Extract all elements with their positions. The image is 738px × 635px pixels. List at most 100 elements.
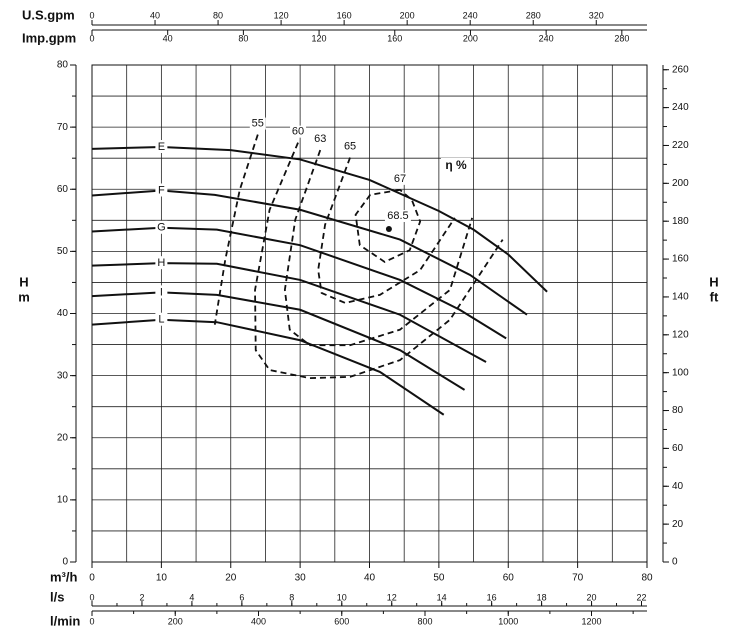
extra-tick-label: 280 xyxy=(526,10,541,20)
x-tick-label: 30 xyxy=(295,573,307,584)
y2-tick-label: 100 xyxy=(672,367,689,378)
curve-label-bg xyxy=(155,183,168,197)
y-tick-label: 20 xyxy=(57,432,69,443)
extra-tick-label: 1000 xyxy=(498,616,518,626)
extra-tick-label: 16 xyxy=(487,592,497,602)
extra-axis-title: l/min xyxy=(50,613,80,628)
y2-tick-label: 200 xyxy=(672,178,689,189)
y2-tick-label: 60 xyxy=(672,443,684,454)
curve-label-bg xyxy=(155,312,168,326)
curve-label: H xyxy=(157,257,165,269)
extra-tick-label: 1200 xyxy=(581,616,601,626)
efficiency-curve xyxy=(354,188,422,263)
y-tick-label: 80 xyxy=(57,60,69,71)
curve-label: L xyxy=(158,314,164,326)
extra-tick-label: 120 xyxy=(274,10,289,20)
y2-tick-label: 20 xyxy=(672,519,684,530)
extra-tick-label: 280 xyxy=(614,33,629,43)
extra-tick-label: 2 xyxy=(139,592,144,602)
y-tick-label: 60 xyxy=(57,184,69,195)
curve-label-bg xyxy=(155,220,168,234)
y2-axis-title: ft xyxy=(710,289,719,304)
extra-tick-label: 0 xyxy=(89,616,94,626)
extra-tick-label: 240 xyxy=(539,33,554,43)
x-tick-label: 60 xyxy=(503,573,515,584)
efficiency-label: 65 xyxy=(344,140,356,152)
curve-label: I xyxy=(160,286,163,298)
curve-label-bg xyxy=(155,256,168,270)
extra-axis-title: U.S.gpm xyxy=(22,7,75,22)
y2-tick-label: 260 xyxy=(672,64,689,75)
head-curve xyxy=(91,146,548,293)
y-axis-title: H xyxy=(19,274,28,289)
y2-tick-label: 160 xyxy=(672,254,689,265)
y-axis-title: m xyxy=(18,289,30,304)
extra-tick-label: 4 xyxy=(189,592,194,602)
extra-tick-label: 22 xyxy=(636,592,646,602)
best-label-bg xyxy=(384,210,411,223)
efficiency-label-bg xyxy=(342,140,359,153)
x-tick-label: 50 xyxy=(433,573,445,584)
head-curve xyxy=(91,262,487,363)
y2-tick-label: 0 xyxy=(672,557,678,568)
efficiency-label: 63 xyxy=(314,133,326,145)
efficiency-curve xyxy=(254,142,504,380)
extra-tick-label: 400 xyxy=(251,616,266,626)
y2-tick-label: 40 xyxy=(672,481,684,492)
extra-tick-label: 12 xyxy=(387,592,397,602)
curve-label-bg xyxy=(155,285,168,299)
head-curve xyxy=(91,291,466,391)
extra-tick-label: 600 xyxy=(334,616,349,626)
eta-label-bg xyxy=(441,158,471,174)
eta-label: η % xyxy=(445,158,467,172)
y2-axis-title: H xyxy=(709,274,718,289)
x-tick-label: 40 xyxy=(364,573,376,584)
best-point xyxy=(385,226,392,233)
extra-axis-title: Imp.gpm xyxy=(22,30,76,45)
x-tick-label: 10 xyxy=(156,573,168,584)
best-label: 68.5 xyxy=(387,210,408,222)
efficiency-label: 55 xyxy=(252,117,264,129)
x-axis-title: m³/h xyxy=(50,569,78,584)
extra-tick-label: 0 xyxy=(89,33,94,43)
extra-axis-title: l/s xyxy=(50,589,64,604)
extra-tick-label: 120 xyxy=(312,33,327,43)
y2-tick-label: 240 xyxy=(672,102,689,113)
y-tick-label: 40 xyxy=(57,308,69,319)
efficiency-curve xyxy=(283,149,474,347)
efficiency-label-bg xyxy=(249,117,266,130)
curve-label: G xyxy=(157,222,166,234)
extra-tick-label: 20 xyxy=(587,592,597,602)
extra-tick-label: 200 xyxy=(400,10,415,20)
curve-label: E xyxy=(158,141,165,153)
x-tick-label: 0 xyxy=(89,573,95,584)
curve-label: F xyxy=(158,184,165,196)
efficiency-curve xyxy=(317,157,456,304)
extra-tick-label: 80 xyxy=(238,33,248,43)
extra-tick-label: 6 xyxy=(239,592,244,602)
head-curve xyxy=(91,318,445,416)
extra-tick-label: 0 xyxy=(89,592,94,602)
x-tick-label: 70 xyxy=(572,573,584,584)
efficiency-label-bg xyxy=(312,133,329,146)
y-tick-label: 50 xyxy=(57,246,69,257)
efficiency-curve xyxy=(213,134,259,325)
efficiency-label: 60 xyxy=(292,126,304,138)
efficiency-label-bg xyxy=(290,125,307,138)
extra-tick-label: 10 xyxy=(337,592,347,602)
extra-tick-label: 160 xyxy=(387,33,402,43)
y-tick-label: 10 xyxy=(57,495,69,506)
y-tick-label: 30 xyxy=(57,370,69,381)
extra-tick-label: 200 xyxy=(168,616,183,626)
extra-tick-label: 80 xyxy=(213,10,223,20)
y2-tick-label: 140 xyxy=(672,292,689,303)
curve-label-bg xyxy=(155,140,168,154)
y-tick-label: 0 xyxy=(62,557,68,568)
x-tick-label: 20 xyxy=(225,573,237,584)
extra-tick-label: 200 xyxy=(463,33,478,43)
efficiency-label-bg xyxy=(392,172,409,185)
y2-tick-label: 120 xyxy=(672,329,689,340)
x-tick-label: 80 xyxy=(641,573,653,584)
extra-tick-label: 240 xyxy=(463,10,478,20)
